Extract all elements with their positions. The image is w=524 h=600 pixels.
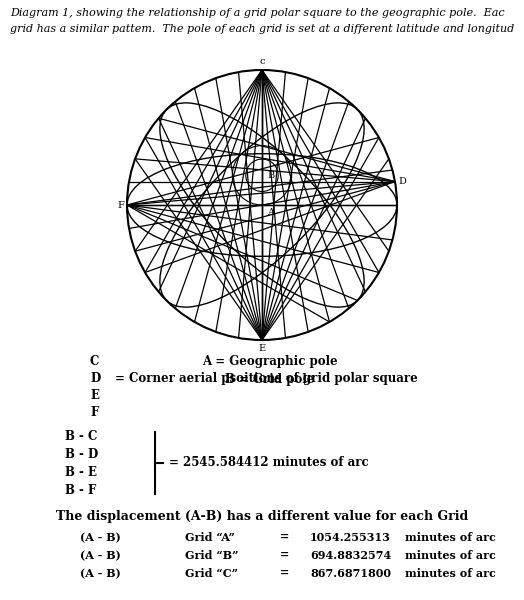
Text: = 2545.584412 minutes of arc: = 2545.584412 minutes of arc [169, 457, 368, 469]
Text: A = Geographic pole: A = Geographic pole [202, 355, 338, 368]
Text: minutes of arc: minutes of arc [405, 568, 496, 579]
Text: B - C: B - C [65, 430, 97, 443]
Text: B: B [267, 171, 274, 180]
Text: =: = [280, 568, 289, 579]
Text: (A - B): (A - B) [80, 550, 121, 561]
Text: Diagram 1, showing the relationship of a grid polar square to the geographic pol: Diagram 1, showing the relationship of a… [10, 8, 505, 18]
Text: E: E [258, 344, 266, 353]
Text: 1054.255313: 1054.255313 [310, 532, 391, 543]
Text: A: A [267, 208, 274, 217]
Text: B = Grid pole: B = Grid pole [225, 373, 315, 386]
Text: minutes of arc: minutes of arc [405, 550, 496, 561]
Text: D: D [90, 372, 100, 385]
Text: E: E [90, 389, 99, 402]
Text: D: D [398, 177, 406, 186]
Text: Grid “A”: Grid “A” [185, 532, 235, 543]
Text: B - F: B - F [65, 484, 96, 497]
Text: 867.6871800: 867.6871800 [310, 568, 391, 579]
Text: c: c [259, 57, 265, 66]
Text: C: C [90, 355, 100, 368]
Text: 694.8832574: 694.8832574 [310, 550, 391, 561]
Text: =: = [280, 532, 289, 543]
Text: F: F [90, 406, 99, 419]
Text: The displacement (A-B) has a different value for each Grid: The displacement (A-B) has a different v… [56, 510, 468, 523]
Text: minutes of arc: minutes of arc [405, 532, 496, 543]
Text: F: F [117, 200, 124, 209]
Text: Grid “C”: Grid “C” [185, 568, 238, 579]
Text: (A - B): (A - B) [80, 532, 121, 543]
Text: Grid “B”: Grid “B” [185, 550, 238, 561]
Text: = Corner aerial psoitions of grid polar square: = Corner aerial psoitions of grid polar … [115, 372, 418, 385]
Text: =: = [280, 550, 289, 561]
Text: B - E: B - E [65, 466, 97, 479]
Text: B - D: B - D [65, 448, 99, 461]
Text: (A - B): (A - B) [80, 568, 121, 579]
Text: grid has a similar pattem.  The pole of each grid is set at a different latitude: grid has a similar pattem. The pole of e… [10, 24, 514, 34]
